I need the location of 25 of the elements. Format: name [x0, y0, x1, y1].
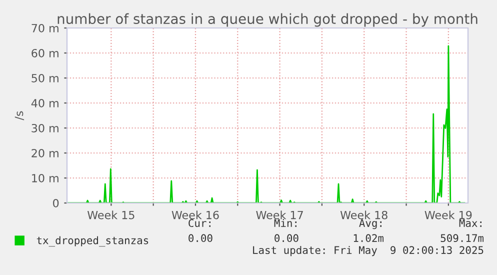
- text: 1.02m: [354, 234, 384, 242]
- y-axis-title: /s: [14, 111, 24, 120]
- text: 0.00: [188, 234, 212, 242]
- chart-title: number of stanzas in a queue which got dropped - by month: [58, 13, 478, 27]
- x-tick-label: Week 15: [87, 210, 134, 220]
- y-tick-label: 40 m: [31, 98, 58, 108]
- y-tick-label: 10 m: [32, 174, 58, 182]
- y-tick-label: 60 m: [32, 48, 58, 58]
- text: Max:: [459, 219, 482, 228]
- x-tick-label: Week 19: [424, 210, 472, 220]
- y-tick-label: 70 m: [32, 24, 58, 32]
- x-tick-label: Week 17: [256, 210, 303, 220]
- x-tick-label: Week 18: [340, 210, 388, 220]
- y-tick-label: 30 m: [32, 124, 58, 132]
- y-tick-label: 50 m: [32, 74, 58, 82]
- y-tick-label: 0: [53, 198, 59, 208]
- text: Avg:: [359, 219, 382, 230]
- legend-label: tx_dropped_stanzas: [36, 236, 148, 247]
- text: 0.00: [274, 234, 298, 242]
- text: Min:: [274, 218, 296, 227]
- x-tick-label: Week 16: [172, 210, 219, 220]
- y-tick-label: 20 m: [32, 148, 58, 158]
- text: Last update: Fri May 9 02:00:13 2025: [253, 246, 484, 256]
- text: Cur:: [188, 219, 210, 228]
- text: 509.17m: [440, 234, 484, 242]
